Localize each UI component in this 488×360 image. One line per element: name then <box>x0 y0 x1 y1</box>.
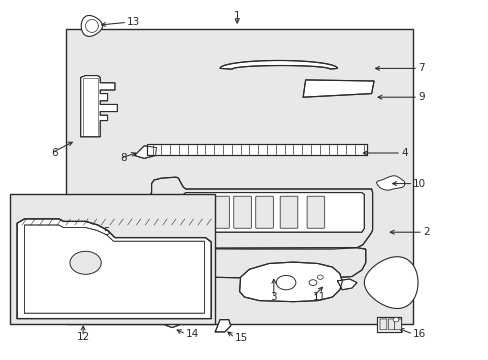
Polygon shape <box>303 80 373 97</box>
Text: 12: 12 <box>76 332 90 342</box>
Polygon shape <box>134 146 156 158</box>
FancyBboxPatch shape <box>255 196 273 228</box>
Bar <box>10 194 215 324</box>
Polygon shape <box>376 317 400 332</box>
Text: 5: 5 <box>102 227 109 237</box>
Polygon shape <box>376 176 404 190</box>
Text: 6: 6 <box>51 148 58 158</box>
Text: 2: 2 <box>422 227 429 237</box>
Text: 3: 3 <box>270 292 277 302</box>
FancyBboxPatch shape <box>387 319 394 330</box>
Text: 10: 10 <box>412 179 426 189</box>
FancyBboxPatch shape <box>233 196 251 228</box>
Circle shape <box>392 318 398 322</box>
Polygon shape <box>81 76 117 137</box>
FancyBboxPatch shape <box>189 196 207 228</box>
FancyBboxPatch shape <box>211 196 229 228</box>
Polygon shape <box>146 144 366 155</box>
FancyBboxPatch shape <box>394 319 401 330</box>
Text: 14: 14 <box>185 329 199 339</box>
FancyBboxPatch shape <box>379 319 386 330</box>
Circle shape <box>308 280 316 285</box>
FancyBboxPatch shape <box>306 196 324 228</box>
Text: 16: 16 <box>412 329 426 339</box>
Text: 1: 1 <box>233 11 240 21</box>
Polygon shape <box>165 318 179 328</box>
Polygon shape <box>183 193 364 232</box>
Text: 13: 13 <box>127 17 140 27</box>
Text: 15: 15 <box>234 333 247 343</box>
Polygon shape <box>142 177 372 249</box>
Polygon shape <box>142 248 365 278</box>
Polygon shape <box>215 320 230 332</box>
Circle shape <box>317 275 323 279</box>
Text: 8: 8 <box>120 153 126 163</box>
Text: 9: 9 <box>417 92 424 102</box>
Bar <box>66 29 412 324</box>
Polygon shape <box>239 262 342 302</box>
Polygon shape <box>17 219 211 319</box>
FancyBboxPatch shape <box>280 196 297 228</box>
Polygon shape <box>364 257 417 309</box>
Text: 11: 11 <box>312 292 325 302</box>
Polygon shape <box>81 15 102 36</box>
Text: 7: 7 <box>417 63 424 73</box>
Text: 4: 4 <box>400 148 407 158</box>
Polygon shape <box>337 279 356 290</box>
Circle shape <box>70 251 101 274</box>
Polygon shape <box>220 60 337 69</box>
Circle shape <box>276 275 295 290</box>
